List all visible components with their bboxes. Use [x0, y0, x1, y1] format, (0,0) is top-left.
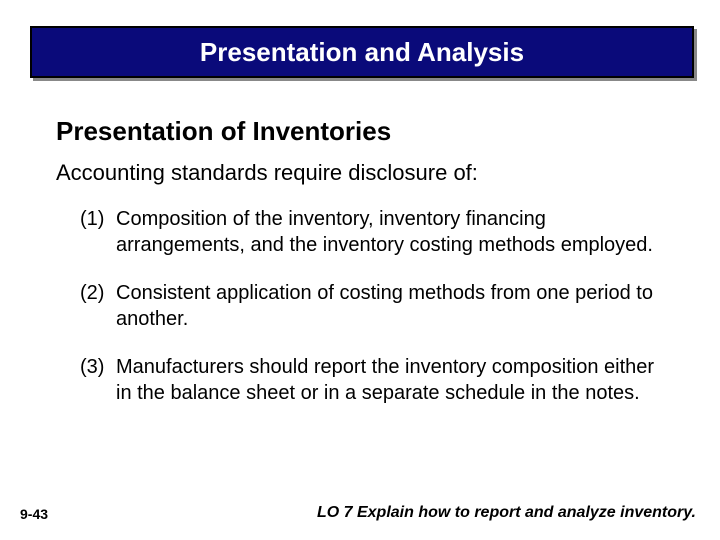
point-text: Consistent application of costing method… [116, 280, 670, 332]
title-box: Presentation and Analysis [30, 26, 694, 78]
slide-number: 9-43 [20, 506, 48, 522]
learning-objective: LO 7 Explain how to report and analyze i… [317, 504, 696, 522]
point-text: Manufacturers should report the inventor… [116, 354, 670, 406]
slide-title: Presentation and Analysis [200, 37, 524, 68]
footer: 9-43 LO 7 Explain how to report and anal… [0, 500, 720, 522]
point-number: (2) [80, 280, 116, 332]
point-text: Composition of the inventory, inventory … [116, 206, 670, 258]
slide: Presentation and Analysis Presentation o… [0, 0, 720, 540]
point-number: (3) [80, 354, 116, 406]
list-item: (2) Consistent application of costing me… [80, 280, 670, 332]
point-number: (1) [80, 206, 116, 258]
slide-subtitle: Presentation of Inventories [56, 116, 391, 147]
list-item: (1) Composition of the inventory, invent… [80, 206, 670, 258]
lead-text: Accounting standards require disclosure … [56, 160, 478, 186]
points-list: (1) Composition of the inventory, invent… [80, 206, 670, 428]
list-item: (3) Manufacturers should report the inve… [80, 354, 670, 406]
